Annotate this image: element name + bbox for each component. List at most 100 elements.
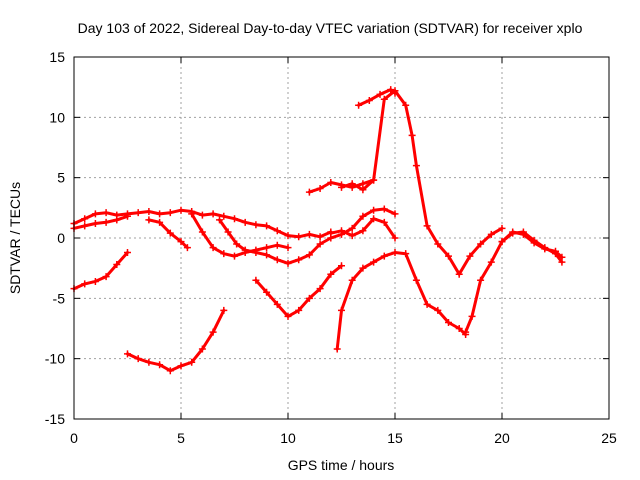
series-track-7 — [327, 215, 399, 242]
data-point — [295, 233, 303, 241]
data-point — [327, 178, 335, 186]
data-point — [224, 228, 232, 236]
data-point — [434, 306, 442, 314]
data-point — [134, 209, 142, 217]
data-point — [338, 306, 345, 314]
data-point — [509, 228, 517, 236]
data-point — [166, 229, 174, 237]
x-tick-label: 25 — [601, 430, 617, 446]
data-point — [241, 246, 249, 254]
data-point — [295, 256, 303, 264]
data-point — [91, 210, 99, 218]
data-point — [487, 258, 495, 266]
data-point — [380, 95, 388, 103]
data-point — [455, 325, 463, 332]
data-point — [113, 216, 121, 224]
data-point — [338, 227, 345, 235]
series-track-2 — [70, 212, 131, 232]
data-point — [445, 252, 452, 260]
data-point — [445, 318, 452, 326]
data-point — [355, 101, 363, 109]
data-point — [220, 250, 228, 258]
data-point — [166, 209, 174, 217]
series-track-5 — [188, 210, 292, 260]
data-point — [198, 211, 206, 219]
data-point — [231, 215, 238, 223]
data-point — [423, 300, 431, 308]
data-point — [477, 276, 485, 284]
data-point — [412, 276, 420, 284]
data-point — [333, 345, 341, 353]
data-point — [188, 210, 196, 218]
series-track-9 — [305, 176, 378, 196]
data-point — [156, 210, 164, 218]
data-point — [188, 358, 196, 366]
data-point — [91, 220, 99, 228]
series-line — [357, 88, 397, 107]
data-point — [177, 362, 185, 370]
x-tick-label: 20 — [494, 430, 510, 446]
data-point — [209, 328, 217, 336]
data-point — [124, 212, 131, 220]
data-point — [198, 228, 206, 236]
data-point — [558, 253, 566, 261]
data-point — [177, 206, 185, 214]
data-point — [348, 224, 356, 232]
data-point — [263, 251, 271, 259]
data-point — [380, 218, 388, 226]
data-point — [220, 306, 228, 314]
data-point — [477, 240, 485, 248]
y-tick-label: 10 — [49, 109, 65, 125]
y-tick-label: 0 — [57, 230, 65, 246]
data-point — [263, 288, 271, 296]
data-point — [380, 205, 388, 213]
data-point — [412, 162, 420, 170]
data-point — [380, 252, 388, 260]
data-point — [263, 244, 271, 252]
data-point — [91, 277, 99, 285]
data-point — [81, 222, 89, 230]
data-point — [348, 183, 356, 191]
series-track-15 — [124, 306, 228, 375]
data-point — [519, 230, 527, 238]
data-point — [391, 234, 399, 242]
series-track-1 — [70, 206, 335, 241]
series-track-3 — [70, 248, 131, 293]
data-point — [177, 238, 185, 246]
chart-title: Day 103 of 2022, Sidereal Day-to-day VTE… — [78, 20, 583, 36]
data-point — [305, 251, 313, 259]
data-point — [156, 218, 164, 226]
data-point — [198, 345, 206, 353]
data-point — [241, 218, 249, 226]
y-tick-label: -10 — [45, 351, 65, 367]
x-tick-label: 0 — [70, 430, 78, 446]
data-point — [387, 86, 395, 94]
data-point — [145, 216, 153, 224]
series-line — [218, 207, 397, 265]
data-point — [305, 230, 313, 238]
data-point — [284, 312, 292, 320]
data-point — [348, 276, 356, 284]
data-point — [391, 210, 399, 218]
data-point — [134, 355, 142, 363]
data-point — [113, 261, 121, 269]
data-point — [462, 328, 470, 336]
data-point — [273, 256, 281, 264]
data-point — [348, 232, 356, 240]
data-point — [423, 222, 431, 230]
data-point — [338, 262, 345, 270]
data-point — [273, 300, 281, 308]
data-point — [209, 210, 217, 218]
data-point — [102, 209, 110, 217]
data-point — [316, 233, 324, 241]
data-point — [327, 229, 335, 237]
data-point — [402, 101, 410, 109]
series-line — [72, 251, 129, 291]
y-tick-label: -15 — [45, 411, 65, 427]
data-point — [102, 273, 110, 281]
data-point — [359, 264, 367, 272]
data-point — [370, 258, 378, 266]
data-point — [370, 206, 378, 214]
data-point — [216, 216, 224, 224]
data-point — [391, 89, 399, 97]
